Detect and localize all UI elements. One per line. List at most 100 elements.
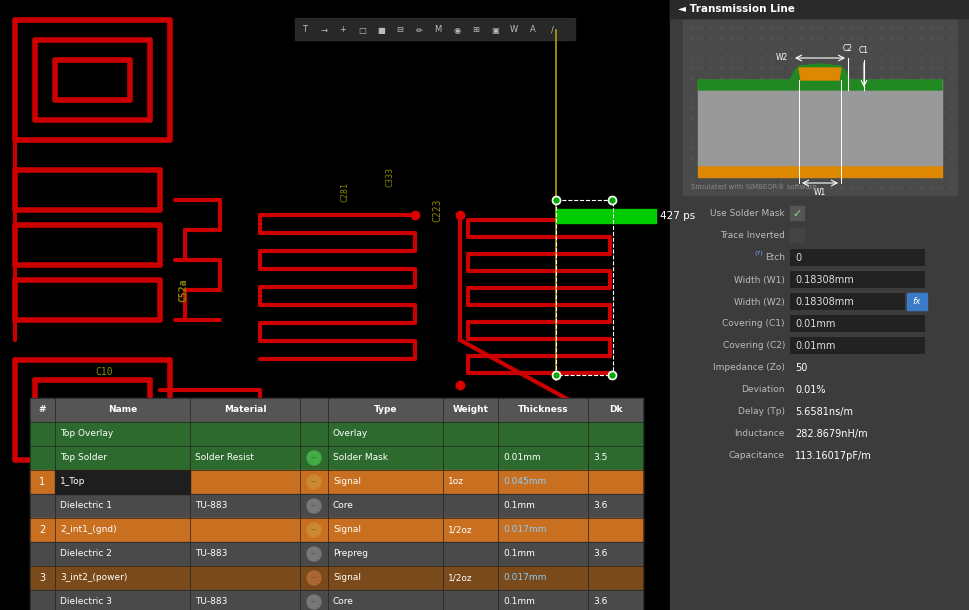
Bar — [55, 470, 190, 494]
Bar — [30, 566, 642, 590]
Bar — [30, 470, 642, 494]
Text: ···: ··· — [310, 455, 317, 461]
Text: C333: C333 — [385, 167, 393, 187]
Bar — [443, 398, 497, 422]
Text: Width (W1): Width (W1) — [734, 276, 784, 284]
Text: 0.017mm: 0.017mm — [503, 573, 546, 583]
Text: 3.6: 3.6 — [592, 501, 607, 511]
Text: ✏: ✏ — [415, 26, 422, 35]
Text: Use Solder Mask: Use Solder Mask — [709, 209, 784, 218]
Text: 3.6: 3.6 — [592, 598, 607, 606]
Bar — [682, 20, 956, 195]
Text: 427 ps: 427 ps — [659, 211, 695, 221]
Text: Signal: Signal — [332, 478, 360, 487]
Text: ✓: ✓ — [792, 209, 800, 219]
Bar — [670, 0, 969, 18]
Text: ···: ··· — [310, 503, 317, 509]
Text: W: W — [510, 26, 517, 35]
Text: C10: C10 — [95, 367, 112, 377]
Text: M: M — [434, 26, 441, 35]
Text: 0.1mm: 0.1mm — [503, 501, 534, 511]
Bar — [30, 398, 55, 422]
Bar — [789, 206, 803, 220]
Text: 113.16017pF/m: 113.16017pF/m — [795, 451, 871, 461]
Text: C223: C223 — [431, 198, 442, 222]
Text: TU-883: TU-883 — [195, 501, 227, 511]
Text: →: → — [320, 26, 328, 35]
Text: Covering (C2): Covering (C2) — [722, 342, 784, 351]
Circle shape — [306, 571, 321, 585]
Bar — [497, 398, 587, 422]
Text: Dielectric 2: Dielectric 2 — [60, 550, 111, 559]
Text: Impedance (Zo): Impedance (Zo) — [712, 364, 784, 373]
Circle shape — [306, 499, 321, 513]
Text: ◉: ◉ — [453, 26, 460, 35]
Bar — [555, 209, 655, 223]
Text: Deviation: Deviation — [740, 386, 784, 395]
Text: Name: Name — [108, 406, 137, 415]
Text: +: + — [339, 26, 346, 35]
Text: Covering (C1): Covering (C1) — [722, 320, 784, 329]
Text: A: A — [530, 26, 535, 35]
Bar — [670, 0, 969, 610]
Text: 0: 0 — [795, 253, 800, 263]
Text: Trace Inverted: Trace Inverted — [719, 232, 784, 240]
Text: Top Solder: Top Solder — [60, 453, 107, 462]
Text: 0.01%: 0.01% — [795, 385, 825, 395]
Bar — [55, 398, 190, 422]
Text: 0.045mm: 0.045mm — [503, 478, 546, 487]
Text: ···: ··· — [310, 575, 317, 581]
Circle shape — [306, 451, 321, 465]
Text: Core: Core — [332, 598, 354, 606]
Text: 1_Top: 1_Top — [60, 478, 85, 487]
Text: Inductance: Inductance — [734, 429, 784, 439]
Text: 1/2oz: 1/2oz — [448, 573, 472, 583]
Text: ◄ Transmission Line: ◄ Transmission Line — [677, 4, 794, 14]
Text: 0.01mm: 0.01mm — [503, 453, 540, 462]
Text: 1/2oz: 1/2oz — [448, 525, 472, 534]
Text: 1: 1 — [40, 477, 46, 487]
Text: Weight: Weight — [452, 406, 488, 415]
Text: ⊟: ⊟ — [396, 26, 403, 35]
Text: C1: C1 — [859, 46, 868, 55]
Text: 282.8679nH/m: 282.8679nH/m — [795, 429, 866, 439]
Text: W1: W1 — [813, 188, 826, 197]
Bar — [555, 200, 612, 375]
Text: Signal: Signal — [332, 573, 360, 583]
Text: (7): (7) — [754, 251, 763, 256]
Text: □: □ — [358, 26, 365, 35]
Text: 0.18308mm: 0.18308mm — [795, 297, 853, 307]
Text: 0.1mm: 0.1mm — [503, 550, 534, 559]
Text: Solder Resist: Solder Resist — [195, 453, 254, 462]
Text: ···: ··· — [310, 479, 317, 485]
Text: 3.5: 3.5 — [592, 453, 607, 462]
Text: 3_int2_(power): 3_int2_(power) — [60, 573, 127, 583]
Text: TU-883: TU-883 — [195, 550, 227, 559]
Text: Dielectric 1: Dielectric 1 — [60, 501, 111, 511]
Text: 0.01mm: 0.01mm — [795, 319, 834, 329]
Text: 0.18308mm: 0.18308mm — [795, 275, 853, 285]
Text: ···: ··· — [310, 551, 317, 557]
Circle shape — [306, 523, 321, 537]
Text: ⊞: ⊞ — [472, 26, 479, 35]
Text: T: T — [302, 26, 307, 35]
Polygon shape — [798, 68, 840, 80]
Text: 1oz: 1oz — [448, 478, 463, 487]
Polygon shape — [698, 64, 941, 90]
Bar — [30, 494, 642, 518]
Text: C52a: C52a — [178, 279, 188, 302]
Bar — [295, 18, 575, 40]
Text: 2_int1_(gnd): 2_int1_(gnd) — [60, 525, 116, 534]
Bar — [789, 337, 924, 354]
Text: Width (W2): Width (W2) — [734, 298, 784, 306]
Text: /: / — [550, 26, 553, 35]
Bar — [698, 80, 941, 165]
Bar — [30, 542, 642, 566]
Bar — [587, 398, 642, 422]
Text: Solder Mask: Solder Mask — [332, 453, 388, 462]
Bar — [30, 446, 642, 470]
Text: Top Overlay: Top Overlay — [60, 429, 113, 439]
Circle shape — [306, 547, 321, 561]
Bar — [789, 228, 803, 242]
Text: 3: 3 — [40, 573, 46, 583]
